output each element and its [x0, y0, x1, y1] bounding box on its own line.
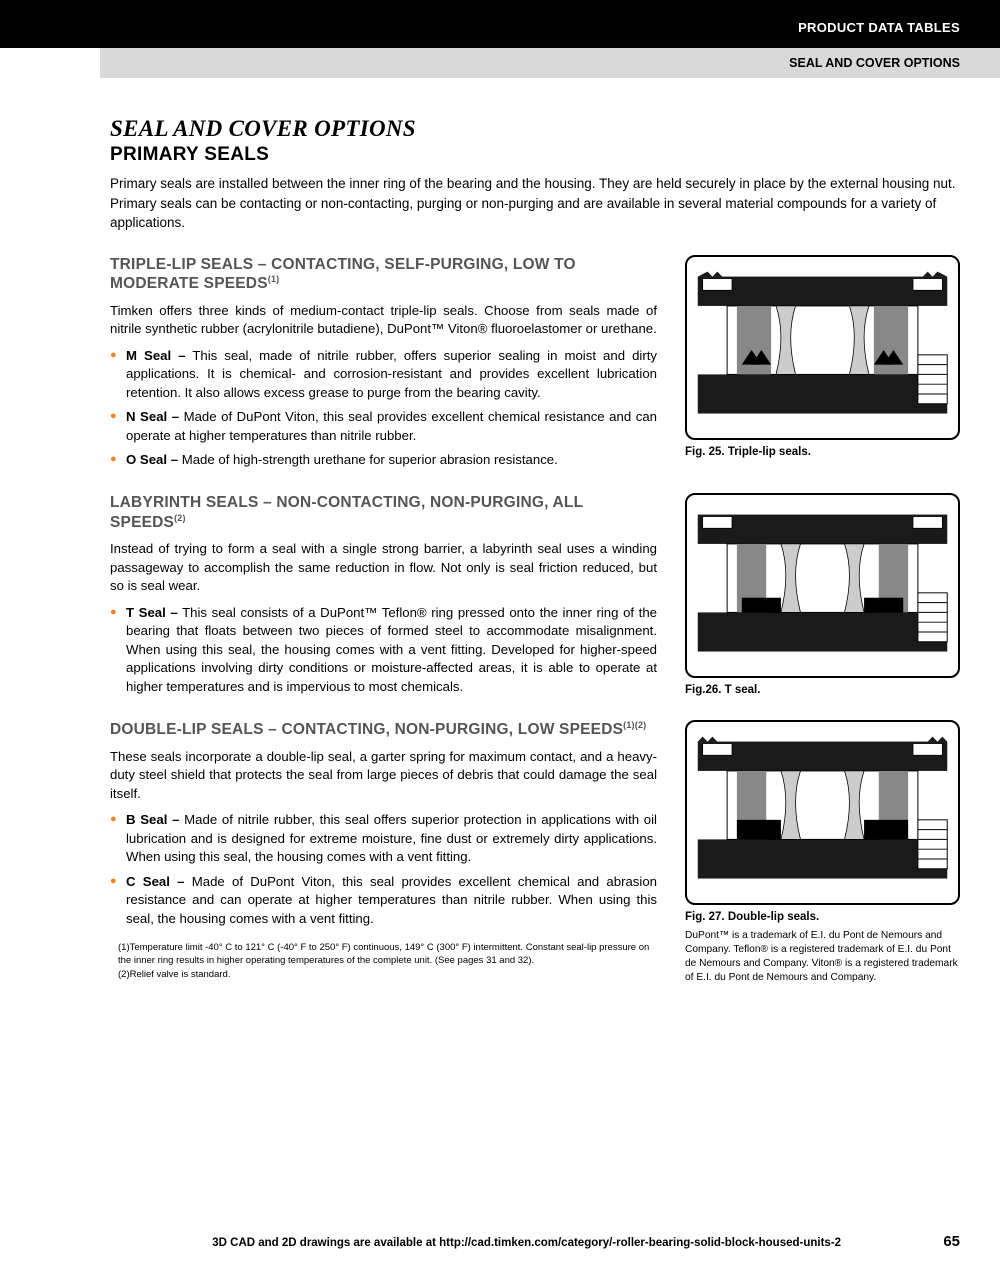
bullet-list: T Seal – This seal consists of a DuPont™… — [110, 604, 657, 696]
heading-text: TRIPLE-LIP SEALS – CONTACTING, SELF-PURG… — [110, 256, 576, 293]
heading-sup: (2) — [174, 513, 186, 523]
section-title: PRIMARY SEALS — [110, 144, 960, 166]
triple-lip-diagram — [687, 257, 958, 438]
bullet-text: Made of DuPont Viton, this seal provides… — [126, 874, 657, 926]
trademark-note: DuPont™ is a trademark of E.I. du Pont d… — [685, 929, 960, 984]
section-heading: TRIPLE-LIP SEALS – CONTACTING, SELF-PURG… — [110, 255, 657, 294]
page-content: SEAL AND COVER OPTIONS PRIMARY SEALS Pri… — [0, 78, 1000, 984]
figure-box — [685, 493, 960, 678]
bullet-label: O Seal – — [126, 452, 178, 467]
figure-box — [685, 255, 960, 440]
figure-caption: Fig.26. T seal. — [685, 684, 960, 696]
section-row: DOUBLE-LIP SEALS – CONTACTING, NON-PURGI… — [110, 720, 960, 984]
header-black-bar: PRODUCT DATA TABLES — [0, 0, 1000, 48]
bullet-text: This seal, made of nitrile rubber, offer… — [126, 348, 657, 400]
section-body: These seals incorporate a double-lip sea… — [110, 748, 657, 803]
bullet-label: T Seal – — [126, 605, 178, 620]
footnotes: (1)Temperature limit -40° C to 121° C (-… — [110, 942, 657, 981]
page-footer: 3D CAD and 2D drawings are available at … — [110, 1233, 960, 1250]
section-heading: LABYRINTH SEALS – NON-CONTACTING, NON-PU… — [110, 493, 657, 532]
section-heading: DOUBLE-LIP SEALS – CONTACTING, NON-PURGI… — [110, 720, 657, 740]
section-left: LABYRINTH SEALS – NON-CONTACTING, NON-PU… — [110, 493, 657, 702]
bullet-label: B Seal – — [126, 812, 179, 827]
header-title: PRODUCT DATA TABLES — [798, 20, 960, 35]
list-item: N Seal – Made of DuPont Viton, this seal… — [126, 408, 657, 445]
main-title: SEAL AND COVER OPTIONS — [110, 116, 960, 142]
t-seal-diagram — [687, 495, 958, 676]
figure-caption: Fig. 25. Triple-lip seals. — [685, 446, 960, 458]
bullet-text: Made of DuPont Viton, this seal provides… — [126, 409, 657, 442]
double-lip-diagram — [687, 722, 958, 903]
heading-text: DOUBLE-LIP SEALS – CONTACTING, NON-PURGI… — [110, 721, 623, 738]
section-body: Timken offers three kinds of medium-cont… — [110, 302, 657, 339]
intro-paragraph: Primary seals are installed between the … — [110, 174, 960, 233]
list-item: O Seal – Made of high-strength urethane … — [126, 451, 657, 469]
heading-sup: (1) — [268, 274, 280, 284]
bullet-label: C Seal – — [126, 874, 185, 889]
heading-sup: (1)(2) — [623, 720, 646, 730]
bullet-list: B Seal – Made of nitrile rubber, this se… — [110, 811, 657, 928]
figure-caption: Fig. 27. Double-lip seals. — [685, 911, 960, 923]
list-item: B Seal – Made of nitrile rubber, this se… — [126, 811, 657, 866]
bullet-text: Made of nitrile rubber, this seal offers… — [126, 812, 657, 864]
section-row: LABYRINTH SEALS – NON-CONTACTING, NON-PU… — [110, 493, 960, 702]
bullet-label: M Seal – — [126, 348, 186, 363]
page-number: 65 — [943, 1233, 960, 1250]
list-item: C Seal – Made of DuPont Viton, this seal… — [126, 873, 657, 928]
list-item: T Seal – This seal consists of a DuPont™… — [126, 604, 657, 696]
figure-box — [685, 720, 960, 905]
bullet-text: This seal consists of a DuPont™ Teflon® … — [126, 605, 657, 694]
figure-column: Fig. 27. Double-lip seals. DuPont™ is a … — [685, 720, 960, 984]
bullet-label: N Seal – — [126, 409, 179, 424]
header-gray-bar: SEAL AND COVER OPTIONS — [100, 48, 1000, 78]
footnote: (2)Relief valve is standard. — [118, 969, 657, 982]
footer-text: 3D CAD and 2D drawings are available at … — [110, 1237, 943, 1249]
section-row: TRIPLE-LIP SEALS – CONTACTING, SELF-PURG… — [110, 255, 960, 476]
footnote: (1)Temperature limit -40° C to 121° C (-… — [118, 942, 657, 968]
figure-column: Fig. 25. Triple-lip seals. — [685, 255, 960, 476]
section-left: DOUBLE-LIP SEALS – CONTACTING, NON-PURGI… — [110, 720, 657, 984]
bullet-list: M Seal – This seal, made of nitrile rubb… — [110, 347, 657, 470]
bullet-text: Made of high-strength urethane for super… — [178, 452, 558, 467]
list-item: M Seal – This seal, made of nitrile rubb… — [126, 347, 657, 402]
section-left: TRIPLE-LIP SEALS – CONTACTING, SELF-PURG… — [110, 255, 657, 476]
section-body: Instead of trying to form a seal with a … — [110, 540, 657, 595]
figure-column: Fig.26. T seal. — [685, 493, 960, 702]
header-subtitle: SEAL AND COVER OPTIONS — [789, 56, 960, 70]
